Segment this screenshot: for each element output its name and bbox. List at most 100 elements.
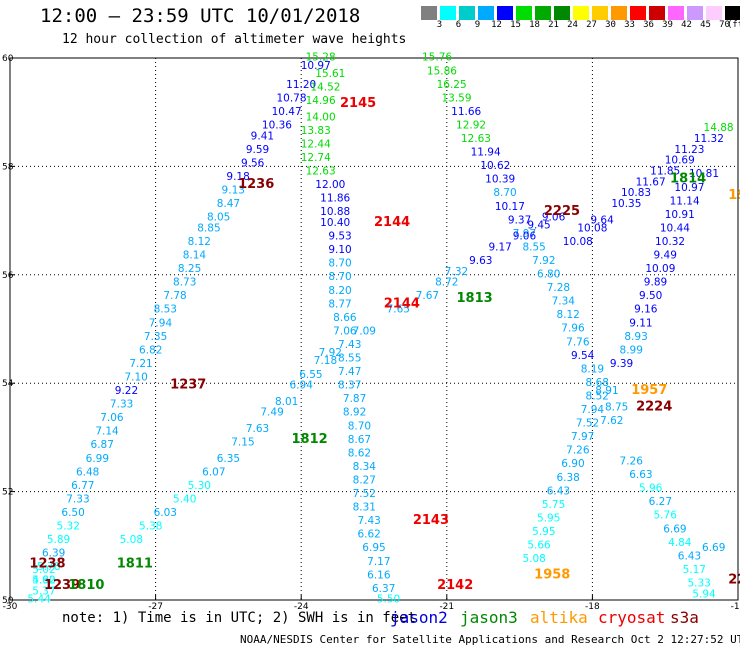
swh-value-label: 8.53 [154,304,177,316]
swh-value-label: 7.52 [576,418,599,430]
swh-value-label: 5.94 [692,588,716,600]
swh-value-label: 7.67 [416,290,439,302]
credit-line: NOAA/NESDIS Center for Satellite Applica… [240,633,740,646]
swh-value-label: 6.62 [357,529,380,541]
swh-value-label: 12.63 [461,133,491,145]
colorbar-label: 30 [605,20,616,30]
swh-value-label: 10.08 [563,236,593,248]
colorbar-swatch [687,6,703,20]
swh-value-label: 6.55 [299,369,322,381]
colorbar-label: 45 [700,20,711,30]
swh-value-label: 7.21 [129,358,152,370]
swh-value-label: 7.92 [319,347,342,359]
pass-id-label: 2144 [384,296,420,311]
swh-value-label: 6.63 [629,469,652,481]
swh-value-label: 5.08 [120,534,143,546]
swh-value-label: 16.25 [437,79,467,91]
swh-value-label: 6.90 [561,458,584,470]
colorbar-label: 21 [548,20,559,30]
swh-value-label: 7.33 [110,399,133,411]
swh-value-label: 9.11 [629,317,652,329]
swh-value-label: 6.82 [139,344,162,356]
swh-value-label: 7.33 [66,493,89,505]
swh-value-label: 10.78 [276,92,306,104]
swh-value-label: 10.81 [689,168,719,180]
swh-value-label: 13.59 [441,92,471,104]
swh-value-label: 8.91 [595,385,618,397]
swh-value-label: 5.30 [188,480,211,492]
swh-value-label: 9.17 [488,241,511,253]
colorbar-label: 3 [436,20,443,30]
colorbar-label: 27 [586,20,597,30]
pass-id-label: 2142 [437,578,473,593]
swh-value-label: 8.19 [581,363,604,375]
swh-value-label: 9.10 [328,244,351,256]
pass-id-label: 1957 [631,383,667,398]
pass-id-label: 2143 [413,513,449,528]
swh-value-label: 7.32 [445,266,468,278]
swh-value-label: 9.49 [654,250,677,262]
colorbar-label: 36 [643,20,654,30]
swh-value-label: 9.53 [328,231,351,243]
colorbar-swatch [440,6,456,20]
swh-value-label: 10.44 [660,222,690,234]
pass-id-label: 2144 [374,215,410,230]
colorbar-swatch [668,6,684,20]
swh-value-label: 8.47 [217,198,240,210]
colorbar-swatch [554,6,570,20]
swh-value-label: 9.89 [644,277,667,289]
swh-value-label: 11.14 [670,195,700,207]
swh-value-label: 9.54 [571,350,595,362]
swh-value-label: 8.12 [188,236,211,248]
satellite-legend-jason3: jason3 [460,608,518,627]
y-tick-label: 54 [2,379,14,389]
swh-value-label: 10.36 [262,119,292,131]
colorbar-label: 42 [681,20,692,30]
swh-value-label: 8.34 [353,461,377,473]
swh-value-label: 5.33 [687,577,710,589]
swh-value-label: 8.14 [183,250,207,262]
swh-value-label: 5.95 [537,512,560,524]
swh-value-label: 10.32 [655,236,685,248]
swh-value-label: 7.78 [163,290,186,302]
swh-value-label: 9.39 [610,358,633,370]
colorbar-label: 12 [491,20,502,30]
swh-value-label: 5.96 [639,483,663,495]
swh-value-label: 6.95 [362,542,385,554]
colorbar-label: 9 [474,20,481,30]
swh-value-label: 4.92 [32,575,55,587]
swh-value-label: 6.43 [547,485,570,497]
pass-id-label: 1812 [291,432,327,447]
satellite-legend-cryosat: cryosat [598,608,666,627]
swh-value-label: 9.41 [251,130,274,142]
swh-value-label: 10.39 [485,174,515,186]
swh-value-label: 9.06 [542,212,566,224]
colorbar-unit: (ft) [727,20,740,30]
swh-value-label: 11.86 [320,193,350,205]
swh-value-label: 14.00 [306,111,336,123]
pass-id-label: 19 [728,188,740,203]
swh-value-label: 15.28 [306,52,336,64]
swh-value-label: 10.97 [301,60,331,72]
swh-value-label: 9.50 [639,290,662,302]
swh-value-label: 8.72 [435,277,458,289]
swh-value-label: 7.52 [353,488,376,500]
swh-value-label: 6.48 [76,466,99,478]
pass-id-label: 2224 [636,399,672,414]
swh-value-label: 5.76 [654,510,678,522]
swh-value-label: 8.92 [343,407,366,419]
pass-id-label: 1236 [238,177,274,192]
swh-value-label: 11.85 [650,166,680,178]
swh-value-label: 8.12 [556,309,579,321]
swh-value-label: 8.68 [586,377,609,389]
swh-value-label: 14.96 [306,95,336,107]
swh-value-label: 7.06 [333,325,357,337]
colorbar-swatch [573,6,589,20]
swh-value-label: 7.49 [260,407,283,419]
swh-value-label: 10.17 [495,201,525,213]
swh-value-label: 9.06 [513,231,537,243]
swh-value-label: 8.05 [207,212,230,224]
swh-value-label: 8.67 [348,434,371,446]
swh-value-label: 8.73 [173,277,196,289]
